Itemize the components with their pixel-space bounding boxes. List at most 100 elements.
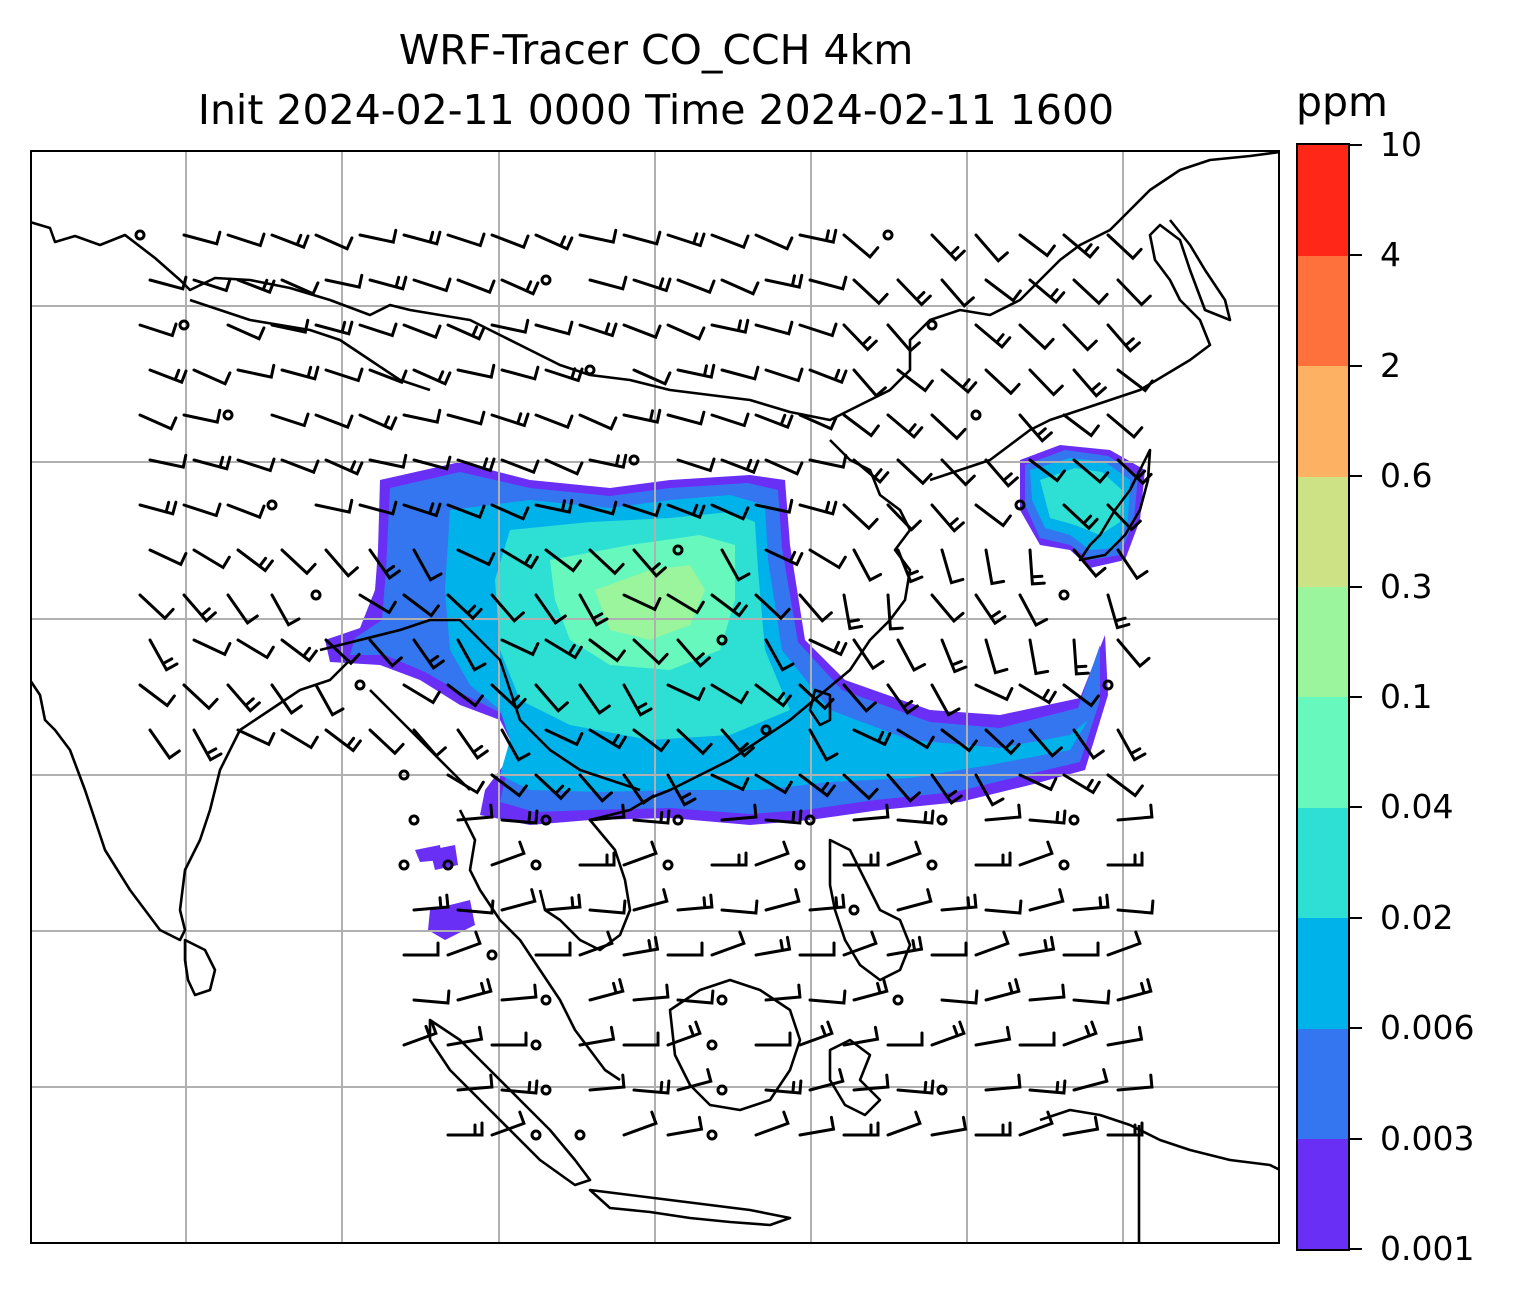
wind-barb bbox=[544, 548, 582, 573]
wind-barb bbox=[842, 773, 879, 801]
wind-barb bbox=[1116, 728, 1147, 762]
wind-barb bbox=[852, 638, 885, 671]
wind-barb bbox=[588, 453, 628, 469]
wind-barb bbox=[754, 498, 794, 514]
wind-barb bbox=[666, 323, 706, 341]
wind-barb bbox=[632, 809, 671, 825]
colorbar-tick-label: 0.04 bbox=[1380, 787, 1454, 827]
wind-barb bbox=[588, 978, 625, 1002]
wind-barb bbox=[490, 412, 530, 428]
wind-barb bbox=[490, 318, 530, 334]
coastline-china-east bbox=[589, 439, 912, 822]
wind-barb bbox=[456, 978, 493, 1002]
colorbar-tick bbox=[1350, 916, 1362, 919]
wind-barb bbox=[226, 683, 261, 713]
wind-barb bbox=[236, 638, 275, 660]
wind-barb bbox=[896, 458, 933, 486]
wind-barb bbox=[1018, 840, 1054, 867]
wind-barb bbox=[138, 683, 176, 708]
calm-wind-marker bbox=[936, 814, 948, 826]
wind-barb bbox=[622, 683, 653, 717]
wind-barb bbox=[930, 593, 965, 624]
colorbar-tick bbox=[1350, 254, 1362, 257]
wind-barb bbox=[974, 233, 1009, 263]
wind-barb bbox=[1106, 1121, 1144, 1137]
calm-wind-marker bbox=[628, 454, 640, 466]
wind-barb bbox=[446, 683, 484, 708]
wind-barb bbox=[632, 277, 672, 293]
wind-barb bbox=[490, 1031, 528, 1047]
wind-barb bbox=[148, 275, 188, 291]
wind-barb bbox=[808, 893, 846, 912]
wind-barb bbox=[798, 322, 838, 338]
wind-barb bbox=[578, 683, 611, 715]
wind-barb bbox=[666, 941, 704, 957]
colorbar-segment bbox=[1298, 255, 1348, 367]
calm-wind-marker bbox=[178, 319, 190, 331]
wind-barb bbox=[754, 683, 792, 708]
colorbar-tick bbox=[1350, 585, 1362, 588]
wind-barb bbox=[1028, 809, 1067, 825]
wind-barb bbox=[676, 728, 713, 756]
wind-barb bbox=[676, 457, 716, 473]
wind-barb bbox=[798, 941, 836, 957]
colorbar-segment bbox=[1298, 145, 1348, 256]
wind-barb bbox=[710, 593, 748, 618]
wind-barb bbox=[446, 1121, 484, 1137]
wind-barb bbox=[974, 1121, 1012, 1137]
wind-barb bbox=[1072, 278, 1109, 306]
wind-barb bbox=[270, 233, 310, 250]
wind-barb bbox=[500, 458, 540, 475]
wind-barb bbox=[842, 413, 880, 438]
wind-barb bbox=[1062, 413, 1100, 438]
wind-barb bbox=[808, 728, 839, 762]
wind-barb bbox=[534, 941, 572, 957]
wind-barb bbox=[622, 230, 662, 246]
wind-barb bbox=[1072, 368, 1107, 398]
wind-barb bbox=[764, 458, 804, 476]
wind-barb bbox=[1028, 368, 1064, 397]
wind-barb bbox=[632, 1079, 671, 1095]
wind-barb bbox=[764, 367, 804, 383]
wind-barb bbox=[710, 412, 750, 428]
wind-barb bbox=[754, 233, 794, 251]
calm-circles bbox=[134, 229, 1114, 1141]
coastline-java bbox=[588, 1188, 792, 1227]
colorbar-tick bbox=[1350, 1027, 1362, 1030]
wind-barb bbox=[974, 773, 1005, 807]
calm-wind-marker bbox=[584, 364, 596, 376]
wind-barb bbox=[720, 278, 760, 296]
calm-wind-marker bbox=[936, 1084, 948, 1096]
colorbar-segment bbox=[1298, 697, 1348, 808]
wind-barb bbox=[324, 458, 364, 476]
wind-barb bbox=[798, 773, 836, 798]
wind-barb bbox=[500, 809, 539, 825]
wind-barb bbox=[1062, 773, 1101, 795]
wind-barb bbox=[456, 548, 496, 567]
wind-barb bbox=[314, 320, 354, 336]
wind-barb bbox=[500, 638, 540, 657]
coastline-sri-lanka bbox=[183, 938, 217, 997]
wind-barb bbox=[402, 683, 441, 705]
colorbar-tick-label: 10 bbox=[1380, 125, 1422, 164]
calm-wind-marker bbox=[926, 319, 938, 331]
wind-barb bbox=[192, 548, 231, 570]
wind-barb bbox=[192, 368, 232, 386]
wind-barb bbox=[402, 323, 442, 340]
wind-barb bbox=[852, 978, 889, 1002]
wind-barb bbox=[578, 930, 614, 957]
wind-barb bbox=[1116, 899, 1155, 915]
wind-barb bbox=[886, 503, 922, 532]
wind-barb bbox=[588, 728, 627, 750]
wind-barb bbox=[270, 593, 301, 627]
wind-barb bbox=[490, 593, 525, 623]
calm-wind-marker bbox=[398, 769, 410, 781]
wind-barb bbox=[676, 363, 716, 379]
wind-barb bbox=[764, 888, 801, 912]
wind-barb bbox=[368, 275, 408, 291]
wind-barb bbox=[138, 413, 178, 431]
wind-barb bbox=[886, 593, 904, 631]
calm-wind-marker bbox=[1102, 679, 1114, 691]
calm-wind-marker bbox=[1058, 589, 1070, 601]
calm-wind-marker bbox=[530, 1039, 542, 1051]
